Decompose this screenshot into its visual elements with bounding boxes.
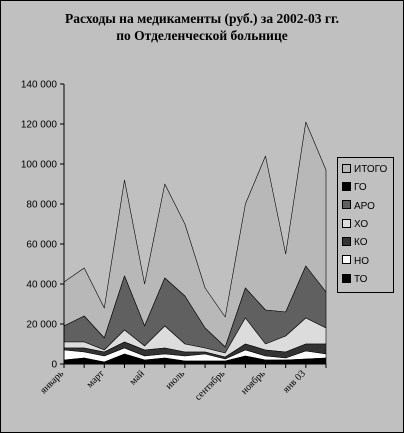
legend-item: КО bbox=[342, 237, 368, 249]
x-tick-label: сентябрь bbox=[193, 368, 228, 403]
y-tick-label: 120 000 bbox=[21, 120, 58, 131]
legend-swatch bbox=[342, 255, 351, 265]
stacked-areas bbox=[63, 121, 327, 365]
legend-item: ХО bbox=[342, 218, 369, 231]
legend-label: КО bbox=[354, 237, 368, 249]
legend-item: ГО bbox=[342, 182, 367, 194]
legend-swatch bbox=[342, 218, 351, 228]
y-tick-label: 20 000 bbox=[26, 320, 57, 331]
x-axis-ticks: январь март май июль сентябрь ноябрь янв 03 bbox=[38, 364, 327, 403]
x-tick-label: ноябрь bbox=[239, 368, 268, 397]
y-tick-label: 80 000 bbox=[26, 200, 57, 211]
y-axis-ticks: 0 20 000 40 000 60 000 80 000 100 000 120 000 1… bbox=[21, 80, 64, 371]
legend-label: ИТОГО bbox=[354, 164, 388, 175]
legend-swatch bbox=[342, 200, 351, 210]
legend-swatch bbox=[342, 237, 351, 247]
x-tick-label: июль bbox=[164, 368, 188, 392]
x-tick-label: май bbox=[128, 368, 148, 388]
chart-title-block: Расходы на медикаменты (руб.) за 2002-03… bbox=[0, 10, 404, 44]
legend-label: НО bbox=[354, 255, 369, 267]
y-tick-label: 140 000 bbox=[21, 80, 58, 91]
x-tick-label: янв 03 bbox=[281, 368, 308, 395]
legend-item: АРО bbox=[342, 200, 375, 213]
chart-legend: ИТОГО ГО АРО ХО КО НО ТО bbox=[337, 157, 394, 293]
y-tick-label: 40 000 bbox=[26, 280, 57, 291]
legend-label: ТО bbox=[354, 273, 368, 285]
x-tick-label: январь bbox=[38, 368, 66, 396]
legend-label: АРО bbox=[354, 200, 375, 212]
legend-swatch bbox=[342, 163, 351, 173]
legend-item: ТО bbox=[342, 273, 368, 286]
legend-label: ХО bbox=[354, 218, 369, 230]
x-tick-label: март bbox=[85, 368, 107, 390]
y-tick-label: 0 bbox=[51, 360, 57, 371]
chart-title: Расходы на медикаменты (руб.) за 2002-03… bbox=[65, 11, 339, 26]
legend-item: НО bbox=[342, 255, 369, 268]
y-tick-label: 60 000 bbox=[26, 240, 57, 251]
chart-subtitle: по Отделенческой больнице bbox=[116, 28, 288, 43]
legend-swatch bbox=[342, 182, 351, 192]
y-tick-label: 100 000 bbox=[21, 160, 58, 171]
legend-item: ИТОГО bbox=[342, 163, 388, 176]
axes bbox=[63, 84, 326, 365]
legend-swatch bbox=[342, 273, 351, 283]
legend-label: ГО bbox=[354, 182, 367, 194]
